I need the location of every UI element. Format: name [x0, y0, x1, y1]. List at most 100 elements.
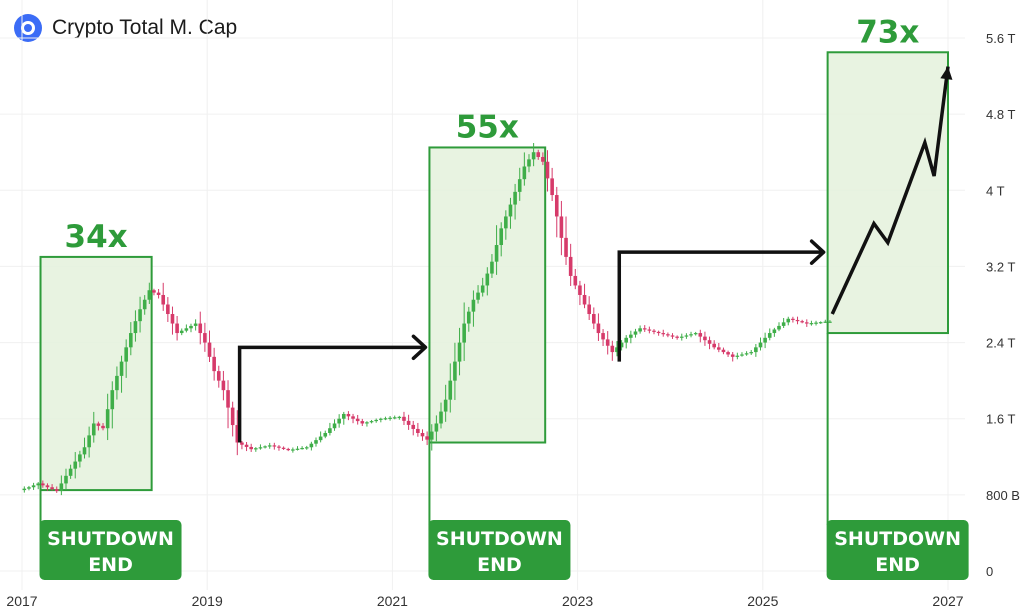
shutdown-badge-line2: END	[477, 554, 522, 576]
candle-body	[633, 331, 638, 335]
candle-body	[703, 336, 707, 341]
y-tick-label: 4 T	[986, 183, 1005, 198]
candle-body	[698, 333, 703, 337]
chart-title: Crypto Total M. Cap	[52, 16, 238, 39]
candle-body	[707, 340, 712, 344]
candle-body	[45, 485, 50, 488]
y-tick-label: 4.8 T	[986, 107, 1015, 122]
candle-body	[156, 292, 161, 295]
x-tick-label: 2023	[562, 593, 593, 609]
candle-body	[434, 423, 439, 432]
candle-body	[781, 322, 786, 326]
candle-body	[466, 311, 471, 324]
candle-body	[420, 432, 425, 437]
candle-body	[31, 485, 36, 488]
candle-body	[392, 417, 397, 419]
candle-body	[170, 314, 175, 324]
x-axis: 2017 2019 2021 2023 2025 2027	[6, 593, 963, 609]
candle-body	[337, 418, 341, 424]
candle-body	[212, 356, 216, 372]
candle-body	[767, 333, 772, 338]
candle-body	[712, 343, 716, 348]
candle-body	[453, 361, 457, 381]
candle-body	[216, 371, 221, 381]
candle-body	[541, 156, 545, 162]
y-tick-label: 5.6 T	[986, 31, 1015, 46]
candle-body	[138, 309, 142, 322]
candle-body	[652, 330, 656, 332]
candle-body	[504, 216, 508, 229]
candle-body	[448, 380, 453, 400]
shutdown-badge-line1: SHUTDOWN	[436, 528, 563, 550]
candle-body	[545, 161, 550, 179]
candle-body	[277, 446, 281, 448]
candle-body	[480, 285, 485, 293]
candle-body	[221, 380, 226, 391]
arrow-head-icon	[809, 239, 826, 265]
shutdown-end-badge-1	[39, 520, 182, 580]
highlight-box-1	[39, 255, 153, 492]
candle-body	[522, 166, 527, 180]
chart-header: Crypto Total M. Cap	[14, 14, 237, 42]
candle-body	[82, 447, 87, 455]
candle-body	[619, 342, 624, 348]
candle-body	[679, 336, 684, 338]
candle-body	[485, 273, 490, 286]
candle-body	[360, 421, 365, 424]
candle-body	[786, 318, 791, 323]
candle-body	[175, 323, 179, 334]
candle-body	[726, 352, 730, 355]
candle-body	[684, 335, 689, 337]
candle-body	[50, 487, 54, 490]
candle-body	[166, 304, 170, 315]
candle-body	[101, 425, 105, 429]
candle-body	[828, 321, 832, 323]
multiplier-label-3: 73x	[856, 14, 919, 50]
candle-body	[374, 419, 378, 422]
x-tick-label: 2021	[377, 593, 408, 609]
candle-body	[314, 440, 318, 444]
y-axis: 0 800 B 1.6 T 2.4 T 3.2 T 4 T 4.8 T 5.6 T	[986, 31, 1020, 579]
candle-body	[105, 409, 110, 429]
candle-body	[388, 417, 392, 419]
candle-body	[161, 294, 166, 305]
candle-body	[198, 323, 203, 334]
candle-body	[383, 418, 388, 420]
candle-body	[230, 407, 235, 426]
candle-body	[823, 321, 828, 323]
candle-body	[559, 216, 564, 238]
candle-body	[642, 328, 647, 330]
candle-body	[406, 420, 411, 425]
candle-body	[471, 299, 476, 312]
candle-body	[193, 323, 198, 326]
candle-body	[490, 261, 494, 274]
candle-body	[763, 337, 767, 343]
candle-body	[550, 178, 554, 196]
candle-body	[578, 285, 582, 295]
candle-body	[254, 448, 258, 450]
candle-body	[87, 435, 91, 448]
candle-body	[73, 461, 78, 469]
candle-body	[624, 337, 629, 343]
candle-body	[332, 423, 337, 429]
candle-body	[818, 322, 823, 324]
candle-body	[379, 418, 383, 420]
candle-body	[596, 323, 601, 334]
cycle-arrow-1	[237, 345, 426, 443]
candle-body	[675, 336, 679, 338]
arrow-head-icon	[411, 334, 428, 361]
candle-body	[22, 488, 27, 491]
candle-body	[605, 339, 610, 346]
candle-body	[189, 325, 193, 329]
projection-arrow-head-icon	[940, 66, 953, 80]
candles	[22, 143, 832, 496]
candle-body	[656, 331, 661, 334]
candle-body	[601, 333, 605, 340]
x-tick-label: 2027	[932, 593, 963, 609]
candle-body	[295, 448, 300, 450]
candle-body	[304, 447, 309, 449]
candle-body	[397, 416, 402, 419]
candle-body	[258, 447, 263, 449]
candle-body	[791, 318, 795, 320]
candle-body	[592, 314, 596, 324]
